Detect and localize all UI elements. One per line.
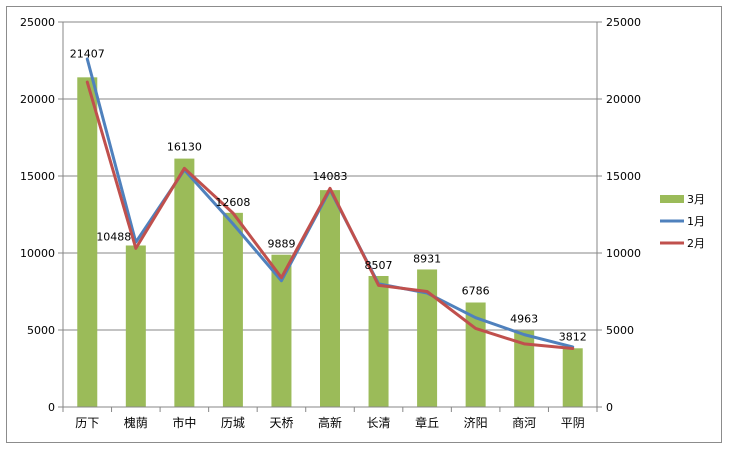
legend-label-2月: 2月: [687, 237, 705, 250]
bar-长清: [368, 275, 389, 407]
data-label-济阳: 6786: [462, 284, 490, 297]
x-tick-label: 平阴: [561, 416, 585, 430]
left-tick-label: 20000: [20, 93, 55, 106]
right-tick-label: 5000: [606, 324, 634, 337]
left-tick-label: 25000: [20, 16, 55, 29]
right-tick-label: 10000: [606, 247, 641, 260]
bar-商河: [514, 330, 535, 407]
x-tick-label: 章丘: [415, 415, 439, 430]
data-label-历城: 12608: [215, 196, 250, 209]
right-tick-label: 25000: [606, 16, 641, 29]
bar-高新: [320, 190, 340, 407]
x-tick-label: 槐荫: [124, 415, 148, 430]
x-tick-label: 市中: [172, 415, 196, 430]
right-tick-label: 15000: [606, 170, 641, 183]
x-tick-label: 历城: [221, 416, 245, 430]
data-label-槐荫: 10488: [96, 230, 131, 243]
x-tick-label: 济阳: [464, 415, 488, 430]
legend-label-3月: 3月: [687, 193, 705, 206]
data-label-市中: 16130: [167, 141, 202, 154]
data-labels: 21407 10488 16130 12608 9889 14083 8507 8931 678…: [70, 47, 587, 343]
x-tick-label: 商河: [512, 415, 536, 430]
line-series: [85, 57, 575, 350]
bar-历城: [222, 212, 243, 407]
data-label-章丘: 8931: [413, 252, 441, 265]
data-label-天桥: 9889: [267, 238, 295, 251]
data-label-历下: 21407: [70, 47, 105, 60]
bar-章丘: [417, 269, 438, 407]
x-tick-label: 天桥: [269, 416, 293, 430]
right-tick-label: 20000: [606, 93, 641, 106]
chart-frame: [6, 6, 722, 443]
x-tick-label: 历下: [75, 416, 99, 430]
axes: 0 0 5000 5000 10000 10000 15000 15000 20000 20000…: [20, 16, 641, 430]
legend-label-1月: 1月: [687, 215, 705, 228]
left-tick-label: 0: [48, 401, 55, 414]
right-tick-label: 0: [606, 401, 613, 414]
x-tick-label: 长清: [367, 416, 391, 430]
left-tick-label: 5000: [27, 324, 55, 337]
x-tick-label: 高新: [318, 415, 342, 430]
line-series-2月: [85, 80, 575, 350]
bar-天桥: [271, 254, 292, 407]
bar-历下: [77, 77, 98, 407]
left-tick-label: 10000: [20, 247, 55, 260]
legend-swatch-3月: [660, 195, 684, 203]
bar-槐荫: [125, 245, 146, 407]
data-label-高新: 14083: [313, 170, 348, 183]
legend: 3月 1月 2月: [660, 193, 705, 250]
bar-series: [77, 77, 583, 407]
bar-市中: [174, 158, 195, 407]
data-label-平阴: 3812: [559, 330, 587, 343]
data-label-商河: 4963: [510, 313, 538, 326]
data-label-长清: 8507: [365, 259, 393, 272]
bar-平阴: [562, 348, 583, 407]
left-tick-label: 15000: [20, 170, 55, 183]
